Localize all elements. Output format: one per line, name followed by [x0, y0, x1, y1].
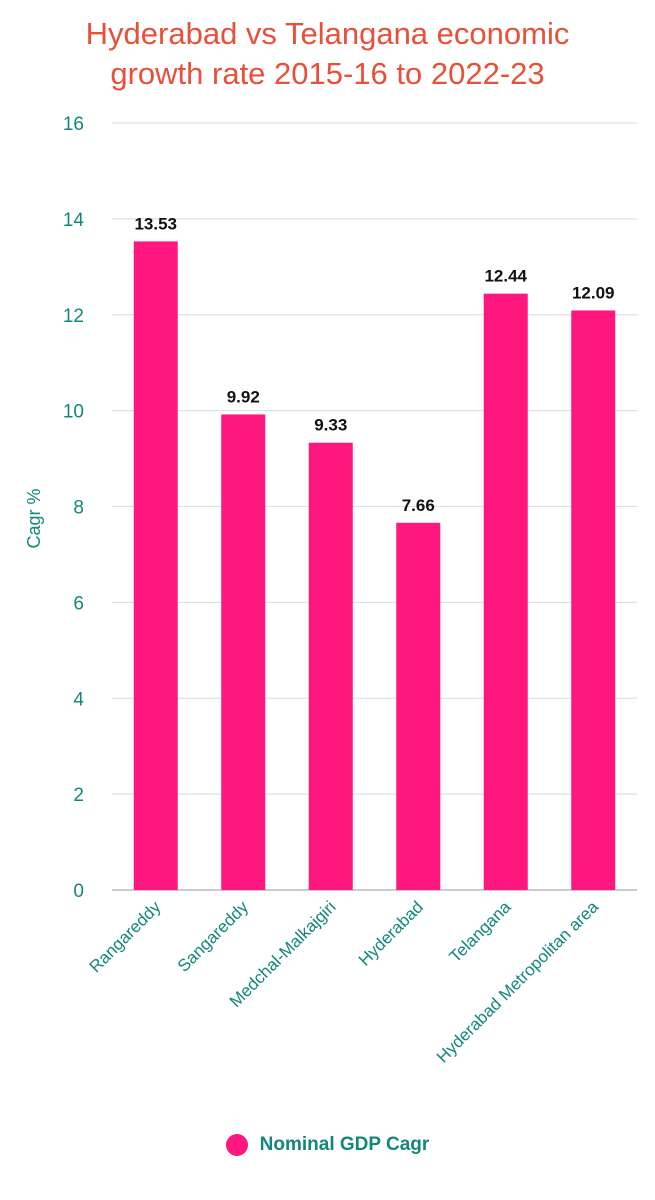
y-tick-label: 12	[63, 306, 84, 327]
value-label: 7.66	[402, 496, 435, 515]
x-tick-label: Telangana	[446, 897, 515, 966]
value-label: 12.44	[484, 267, 527, 286]
chart-title-line-1: Hyderabad vs Telangana economic	[85, 16, 570, 51]
y-tick-label: 6	[73, 593, 84, 614]
y-tick-label: 2	[73, 785, 84, 806]
bar	[483, 293, 528, 891]
value-label: 9.33	[314, 416, 347, 435]
bars	[133, 241, 616, 891]
bar	[133, 241, 178, 890]
chart-title-line-2: growth rate 2015-16 to 2022-23	[110, 56, 545, 91]
legend: Nominal GDP Cagr	[0, 1134, 655, 1156]
y-tick-label: 14	[63, 210, 85, 231]
chart-title: Hyderabad vs Telangana economic growth r…	[0, 14, 655, 94]
value-label: 13.53	[134, 214, 177, 233]
bar	[221, 414, 266, 890]
y-tick-label: 10	[63, 402, 84, 423]
legend-swatch	[225, 1134, 248, 1156]
y-axis-ticks: 0 2 4 6 8 10 12 14 16	[63, 114, 85, 902]
x-tick-label: Hyderabad	[355, 897, 427, 969]
bar-chart: 0 2 4 6 8 10 12 14 16 13.53 9.92 9.33 7.66 12.44 12.0…	[24, 114, 637, 1067]
x-tick-label: Sangareddy	[174, 897, 253, 976]
value-labels: 13.53 9.92 9.33 7.66 12.44 12.09	[134, 214, 614, 514]
value-label: 12.09	[572, 283, 615, 302]
value-label: 9.92	[227, 387, 260, 406]
y-tick-label: 0	[73, 881, 84, 902]
y-tick-label: 4	[73, 689, 84, 710]
legend-label: Nominal GDP Cagr	[259, 1134, 430, 1155]
bar	[571, 310, 616, 890]
bar	[396, 522, 441, 890]
y-tick-label: 16	[63, 114, 84, 135]
y-axis-title: Cagr %	[24, 488, 44, 548]
x-tick-label: Rangareddy	[86, 897, 165, 976]
y-tick-label: 8	[73, 498, 84, 519]
x-tick-label: Hyderabad Metropolitan area	[433, 897, 603, 1067]
gridlines	[112, 122, 637, 891]
bar	[308, 442, 353, 890]
